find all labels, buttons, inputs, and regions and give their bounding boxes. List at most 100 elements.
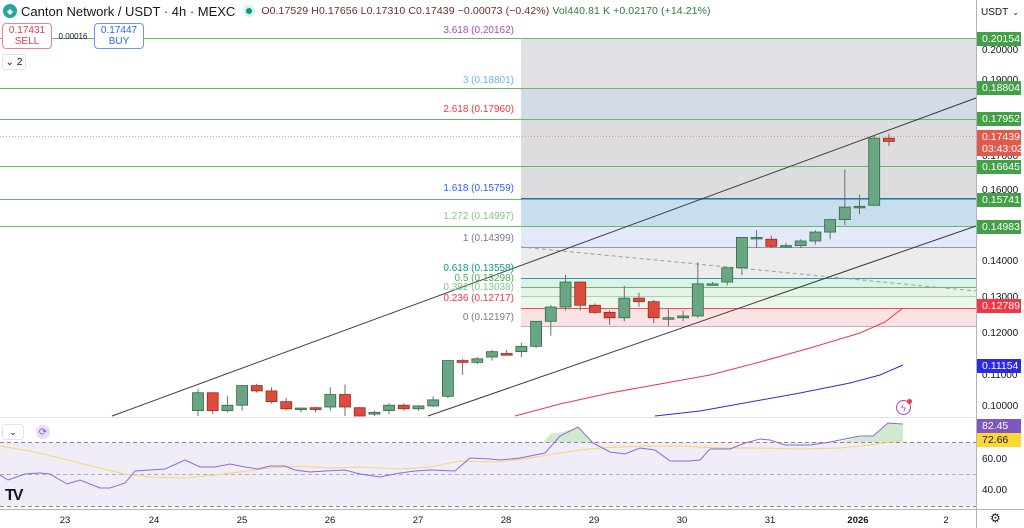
buy-button[interactable]: 0.17447 BUY (94, 23, 144, 49)
bullish-candle[interactable] (192, 392, 204, 411)
low-value: L0.17310 (360, 5, 406, 17)
tradingview-logo[interactable]: TV (5, 487, 24, 504)
ohlc-values: O0.17529 H0.17656 L0.17310 C0.17439 −0.0… (261, 5, 710, 17)
bullish-candle[interactable] (486, 351, 498, 358)
bullish-candle[interactable] (868, 137, 881, 206)
bullish-candle[interactable] (618, 297, 631, 319)
bearish-candle[interactable] (265, 390, 278, 403)
sell-label: SELL (14, 36, 40, 47)
time-label: 2 (943, 515, 949, 526)
bullish-candle[interactable] (750, 237, 763, 240)
rsi-ma-value-tag: 72.66 (977, 433, 1021, 447)
bullish-candle[interactable] (530, 320, 542, 347)
bearish-candle[interactable] (603, 311, 616, 319)
bullish-candle[interactable] (236, 385, 249, 406)
bearish-candle[interactable] (309, 407, 322, 410)
volume-value: 440.81 K (567, 5, 611, 17)
price-tick: 0.10000 (982, 401, 1019, 412)
bearish-candle[interactable] (574, 281, 587, 306)
bullish-candle[interactable] (383, 404, 396, 411)
bullish-candle[interactable] (221, 404, 234, 411)
bearish-candle[interactable] (647, 301, 660, 319)
fib-label-2618: 2.618 (0.17960) (443, 104, 514, 115)
time-label: 30 (676, 515, 688, 526)
price-tag-ma-blue: 0.11154 (977, 359, 1021, 373)
bullish-candle[interactable] (324, 394, 337, 408)
fib-label-1272: 1.272 (0.14997) (443, 211, 514, 222)
bullish-candle[interactable] (794, 240, 807, 247)
bullish-candle[interactable] (706, 283, 719, 286)
bullish-candle[interactable] (853, 205, 866, 209)
bullish-candle[interactable] (412, 405, 425, 410)
indicators-count: 2 (16, 56, 23, 68)
bullish-candle[interactable] (677, 315, 689, 319)
bullish-candle[interactable] (294, 407, 307, 410)
buy-label: BUY (108, 36, 130, 47)
bullish-candle[interactable] (824, 219, 836, 233)
price-tick: 0.19000 (978, 75, 1024, 86)
time-label: 28 (500, 515, 512, 526)
fib-label-3: 3 (0.18801) (462, 75, 514, 86)
bullish-candle[interactable] (471, 358, 484, 363)
bullish-candle[interactable] (368, 411, 381, 415)
indicators-toggle-button[interactable]: ⌄ 2 (2, 54, 26, 70)
price-tick: 0.11000 (982, 370, 1018, 381)
bearish-candle[interactable] (250, 385, 263, 392)
bearish-candle[interactable] (280, 401, 293, 410)
price-tag-fib-3: 0.18804 (977, 81, 1021, 95)
price-tick: 0.16000 (982, 185, 1019, 196)
settings-gear-icon[interactable]: ⚙ (990, 511, 1001, 525)
bullish-candle[interactable] (515, 345, 528, 353)
bullish-candle[interactable] (838, 206, 851, 220)
bearish-candle[interactable] (339, 394, 351, 408)
price-tag-level: 0.15741 (977, 193, 1021, 207)
bearish-candle[interactable] (397, 404, 410, 410)
bearish-candle[interactable] (589, 304, 601, 313)
bullish-candle[interactable] (736, 237, 748, 269)
bearish-candle[interactable] (500, 353, 513, 356)
volume-label: Vol (552, 5, 568, 17)
high-value: H0.17656 (311, 5, 358, 17)
bullish-candle[interactable] (721, 267, 734, 283)
fib-label-0382: 0.382 (0.13038) (443, 282, 514, 293)
bearish-candle[interactable] (456, 360, 469, 363)
price-tick: 0.13000 (982, 292, 1019, 303)
bullish-candle[interactable] (559, 281, 572, 308)
bullish-candle[interactable] (427, 399, 440, 407)
market-open-status-icon (243, 5, 256, 17)
time-label: 29 (588, 515, 600, 526)
symbol-title[interactable]: Canton Network / USDT · 4h · MEXC (21, 3, 236, 19)
bullish-candle[interactable] (441, 360, 454, 397)
bullish-candle[interactable] (780, 245, 792, 248)
bearish-candle[interactable] (883, 137, 895, 142)
price-tick: 0.14000 (982, 256, 1019, 267)
rsi-indicator-icon[interactable]: ⟳ (36, 425, 50, 439)
bearish-candle[interactable] (206, 392, 219, 411)
time-label: 23 (59, 515, 71, 526)
bullish-candle[interactable] (809, 231, 822, 242)
notification-dot (907, 399, 912, 404)
bullish-candle[interactable] (691, 283, 704, 317)
time-label: 31 (764, 515, 776, 526)
bearish-candle[interactable] (633, 297, 645, 303)
price-tag-fib-2618: 0.17952 (977, 112, 1021, 126)
open-value: O0.17529 (261, 5, 309, 17)
sell-button[interactable]: 0.17431 SELL (2, 23, 52, 49)
lightning-alert-icon[interactable]: ϟ (896, 399, 912, 415)
bearish-candle[interactable] (765, 238, 778, 247)
bearish-candle[interactable] (353, 407, 366, 417)
price-tag-ma-red: 0.12789 (977, 299, 1021, 313)
fib-label-3618: 3.618 (0.20162) (443, 25, 514, 36)
currency-select[interactable]: USDT ⌄ (978, 2, 1022, 22)
bullish-candle[interactable] (544, 306, 557, 322)
bar-countdown: 03:43:02 (982, 143, 1023, 155)
currency-value: USDT (981, 6, 1009, 18)
bullish-candle[interactable] (662, 317, 675, 320)
spread-value: 0.00016 (58, 31, 88, 41)
symbol-header: ◆ Canton Network / USDT · 4h · MEXC O0.1… (0, 0, 976, 22)
price-tick: 0.20000 (982, 45, 1019, 56)
time-label: 27 (412, 515, 424, 526)
close-value: C0.17439 (408, 5, 455, 17)
rsi-pane-collapse-button[interactable]: ⌄ (2, 424, 24, 440)
